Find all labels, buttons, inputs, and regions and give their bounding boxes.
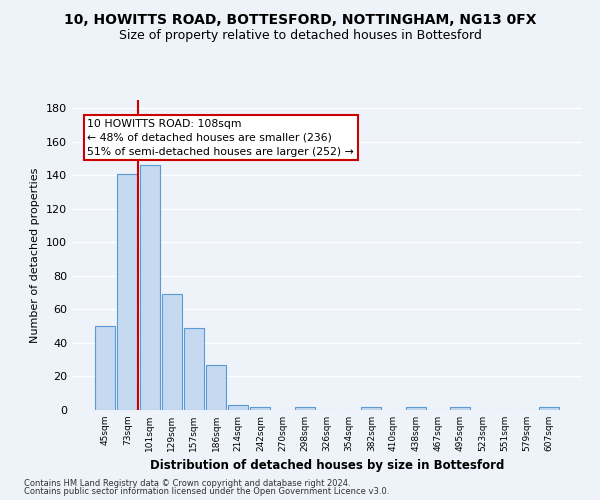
Bar <box>95 326 115 410</box>
Bar <box>162 294 182 410</box>
Bar <box>118 174 137 410</box>
Text: Contains HM Land Registry data © Crown copyright and database right 2024.: Contains HM Land Registry data © Crown c… <box>24 478 350 488</box>
Bar <box>140 166 160 410</box>
Text: Contains public sector information licensed under the Open Government Licence v3: Contains public sector information licen… <box>24 487 389 496</box>
Y-axis label: Number of detached properties: Number of detached properties <box>31 168 40 342</box>
Bar <box>539 406 559 410</box>
Bar <box>250 406 271 410</box>
Bar <box>206 365 226 410</box>
Text: Size of property relative to detached houses in Bottesford: Size of property relative to detached ho… <box>119 29 481 42</box>
Text: 10, HOWITTS ROAD, BOTTESFORD, NOTTINGHAM, NG13 0FX: 10, HOWITTS ROAD, BOTTESFORD, NOTTINGHAM… <box>64 12 536 26</box>
Text: Distribution of detached houses by size in Bottesford: Distribution of detached houses by size … <box>150 458 504 471</box>
Bar <box>406 406 426 410</box>
Bar <box>295 406 315 410</box>
Bar <box>184 328 204 410</box>
Bar <box>361 406 382 410</box>
Text: 10 HOWITTS ROAD: 108sqm
← 48% of detached houses are smaller (236)
51% of semi-d: 10 HOWITTS ROAD: 108sqm ← 48% of detache… <box>88 118 354 156</box>
Bar <box>228 405 248 410</box>
Bar <box>450 406 470 410</box>
